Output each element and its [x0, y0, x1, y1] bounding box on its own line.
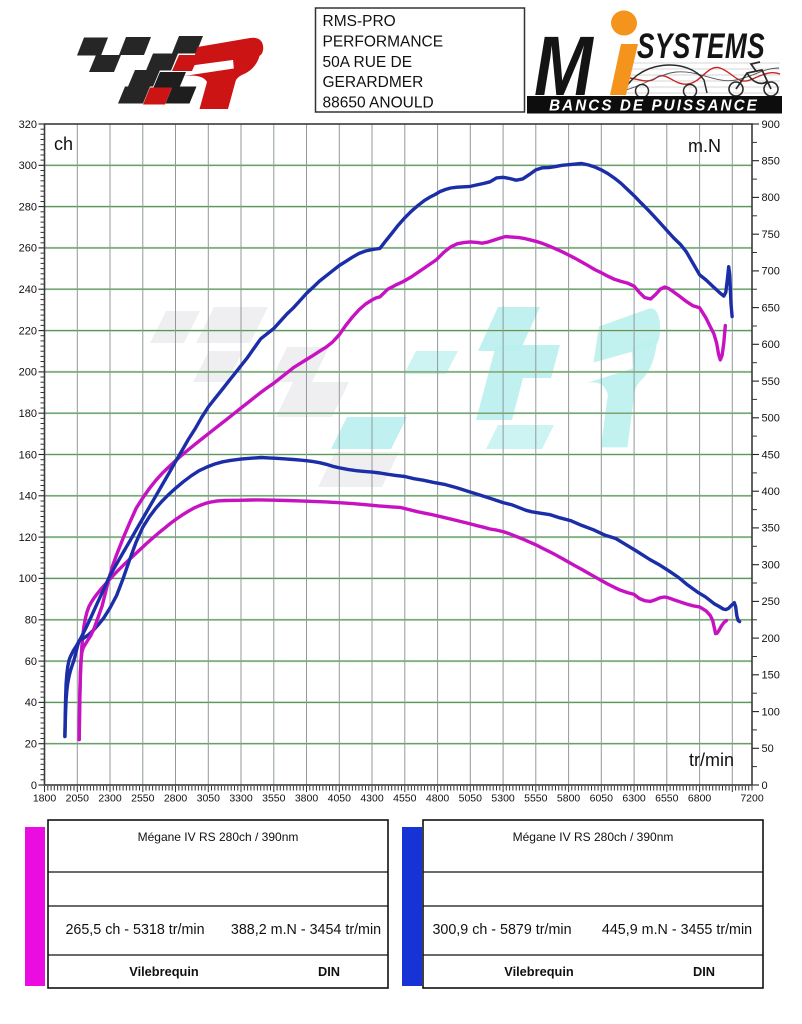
svg-text:800: 800	[762, 192, 780, 204]
svg-text:Mégane IV RS 280ch / 390nm: Mégane IV RS 280ch / 390nm	[513, 830, 674, 844]
svg-text:3550: 3550	[262, 793, 286, 805]
svg-text:88650 ANOULD: 88650 ANOULD	[323, 95, 434, 112]
svg-text:0: 0	[762, 780, 768, 792]
svg-text:850: 850	[762, 156, 780, 168]
svg-text:Vilebrequin: Vilebrequin	[129, 964, 199, 979]
svg-text:1800: 1800	[33, 793, 57, 805]
svg-text:2300: 2300	[98, 793, 122, 805]
svg-text:220: 220	[19, 325, 37, 337]
svg-text:900: 900	[762, 119, 780, 131]
svg-text:Vilebrequin: Vilebrequin	[504, 964, 574, 979]
svg-text:4050: 4050	[328, 793, 352, 805]
svg-text:6300: 6300	[622, 793, 646, 805]
svg-text:600: 600	[762, 339, 780, 351]
svg-text:m.N: m.N	[688, 136, 721, 156]
svg-text:160: 160	[19, 449, 37, 461]
svg-text:100: 100	[19, 573, 37, 585]
svg-text:388,2 m.N - 3454 tr/min: 388,2 m.N - 3454 tr/min	[231, 922, 381, 938]
svg-text:3300: 3300	[229, 793, 253, 805]
svg-text:5300: 5300	[491, 793, 515, 805]
svg-text:DIN: DIN	[318, 964, 340, 979]
svg-text:4550: 4550	[393, 793, 417, 805]
svg-text:100: 100	[762, 706, 780, 718]
svg-text:80: 80	[25, 615, 37, 627]
svg-text:6800: 6800	[688, 793, 712, 805]
svg-text:2800: 2800	[164, 793, 188, 805]
svg-text:40: 40	[25, 697, 37, 709]
svg-text:4800: 4800	[426, 793, 450, 805]
svg-text:20: 20	[25, 739, 37, 751]
svg-text:DIN: DIN	[693, 964, 715, 979]
svg-text:320: 320	[19, 119, 37, 131]
svg-text:BANCS DE PUISSANCE: BANCS DE PUISSANCE	[549, 97, 759, 114]
svg-text:tr/min: tr/min	[689, 750, 734, 770]
svg-text:3800: 3800	[295, 793, 319, 805]
svg-text:Mégane IV RS 280ch / 390nm: Mégane IV RS 280ch / 390nm	[138, 830, 299, 844]
svg-text:RMS-PRO: RMS-PRO	[323, 13, 396, 30]
svg-text:120: 120	[19, 532, 37, 544]
svg-text:5050: 5050	[459, 793, 483, 805]
svg-text:7200: 7200	[740, 793, 764, 805]
svg-text:5800: 5800	[557, 793, 581, 805]
svg-text:300: 300	[762, 560, 780, 572]
svg-text:700: 700	[762, 266, 780, 278]
svg-text:450: 450	[762, 449, 780, 461]
svg-text:750: 750	[762, 229, 780, 241]
svg-text:445,9 m.N - 3455 tr/min: 445,9 m.N - 3455 tr/min	[602, 922, 752, 938]
svg-text:250: 250	[762, 596, 780, 608]
svg-text:180: 180	[19, 408, 37, 420]
svg-text:6050: 6050	[590, 793, 614, 805]
svg-text:ch: ch	[54, 134, 73, 154]
svg-text:2550: 2550	[131, 793, 155, 805]
svg-text:200: 200	[762, 633, 780, 645]
svg-text:500: 500	[762, 413, 780, 425]
svg-text:265,5 ch - 5318 tr/min: 265,5 ch - 5318 tr/min	[65, 922, 204, 938]
svg-text:650: 650	[762, 302, 780, 314]
svg-text:350: 350	[762, 523, 780, 535]
svg-text:6550: 6550	[655, 793, 679, 805]
svg-text:SYSTEMS: SYSTEMS	[637, 26, 765, 66]
svg-text:400: 400	[762, 486, 780, 498]
svg-text:GERARDMER: GERARDMER	[323, 74, 424, 91]
svg-text:280: 280	[19, 201, 37, 213]
svg-text:140: 140	[19, 491, 37, 503]
svg-text:300: 300	[19, 160, 37, 172]
svg-text:4300: 4300	[360, 793, 384, 805]
svg-text:5550: 5550	[524, 793, 548, 805]
svg-text:260: 260	[19, 243, 37, 255]
svg-text:PERFORMANCE: PERFORMANCE	[323, 33, 444, 50]
svg-text:2050: 2050	[66, 793, 90, 805]
svg-text:0: 0	[31, 780, 37, 792]
svg-text:60: 60	[25, 656, 37, 668]
svg-text:240: 240	[19, 284, 37, 296]
svg-text:3050: 3050	[197, 793, 221, 805]
svg-text:50A RUE DE: 50A RUE DE	[323, 54, 413, 71]
svg-text:200: 200	[19, 367, 37, 379]
svg-text:550: 550	[762, 376, 780, 388]
svg-text:150: 150	[762, 670, 780, 682]
svg-text:300,9 ch - 5879 tr/min: 300,9 ch - 5879 tr/min	[432, 922, 571, 938]
svg-text:50: 50	[762, 743, 774, 755]
